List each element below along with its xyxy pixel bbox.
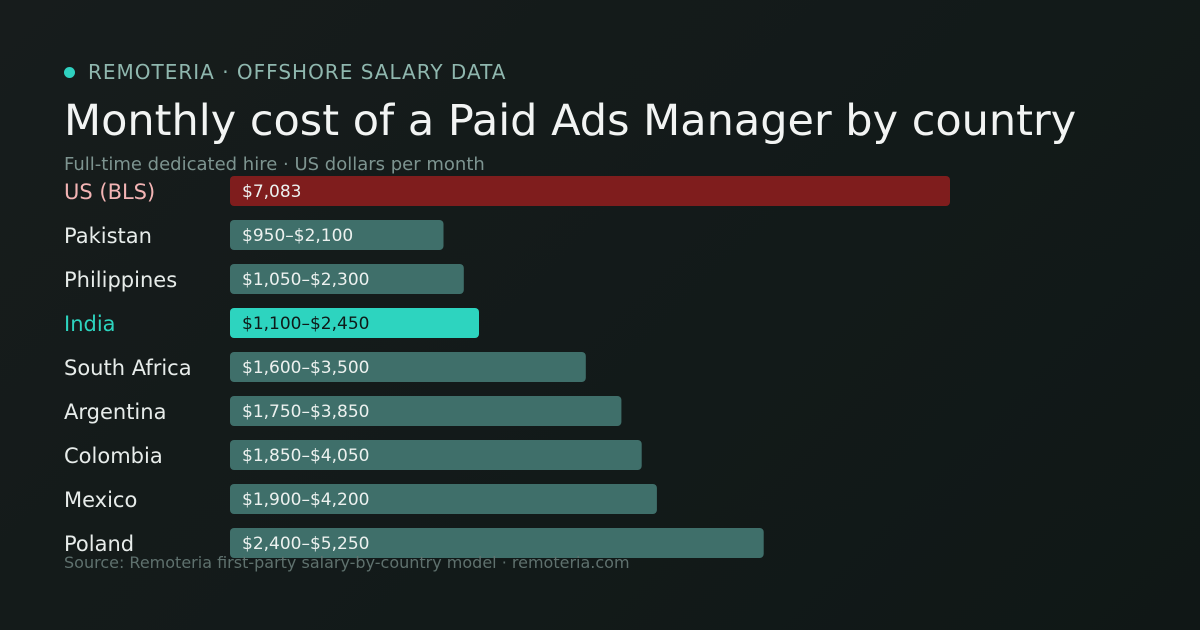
page-subtitle: Full-time dedicated hire · US dollars pe…: [64, 154, 485, 175]
value-label: $1,750–$3,850: [242, 402, 369, 422]
bar: [230, 220, 444, 250]
value-label: $950–$2,100: [242, 226, 353, 246]
value-label: $1,100–$2,450: [242, 314, 369, 334]
source-note: Source: Remoteria first-party salary-by-…: [64, 553, 630, 572]
brand-line: REMOTERIA · OFFSHORE SALARY DATA: [64, 60, 506, 84]
bar: [230, 484, 657, 514]
category-label: Mexico: [64, 488, 137, 512]
value-label: $1,600–$3,500: [242, 358, 369, 378]
category-label: US (BLS): [64, 180, 155, 204]
category-label: India: [64, 312, 116, 336]
category-label: Philippines: [64, 268, 177, 292]
category-label: Poland: [64, 532, 134, 556]
value-label: $1,850–$4,050: [242, 446, 369, 466]
value-label: $1,900–$4,200: [242, 490, 369, 510]
bar: [230, 352, 586, 382]
bar: [230, 440, 642, 470]
value-label: $2,400–$5,250: [242, 534, 369, 554]
brand-dot-icon: [64, 66, 75, 78]
bar: [230, 308, 479, 338]
category-label: Argentina: [64, 400, 166, 424]
page-title: Monthly cost of a Paid Ads Manager by co…: [64, 96, 1077, 146]
brand-label: REMOTERIA · OFFSHORE SALARY DATA: [88, 60, 507, 84]
bar: [230, 176, 950, 206]
bar: [230, 396, 622, 426]
category-label: South Africa: [64, 356, 192, 380]
value-label: $7,083: [242, 182, 301, 202]
category-label: Colombia: [64, 444, 163, 468]
category-label: Pakistan: [64, 224, 152, 248]
bar: [230, 264, 464, 294]
value-label: $1,050–$2,300: [242, 270, 369, 290]
bar: [230, 528, 764, 558]
